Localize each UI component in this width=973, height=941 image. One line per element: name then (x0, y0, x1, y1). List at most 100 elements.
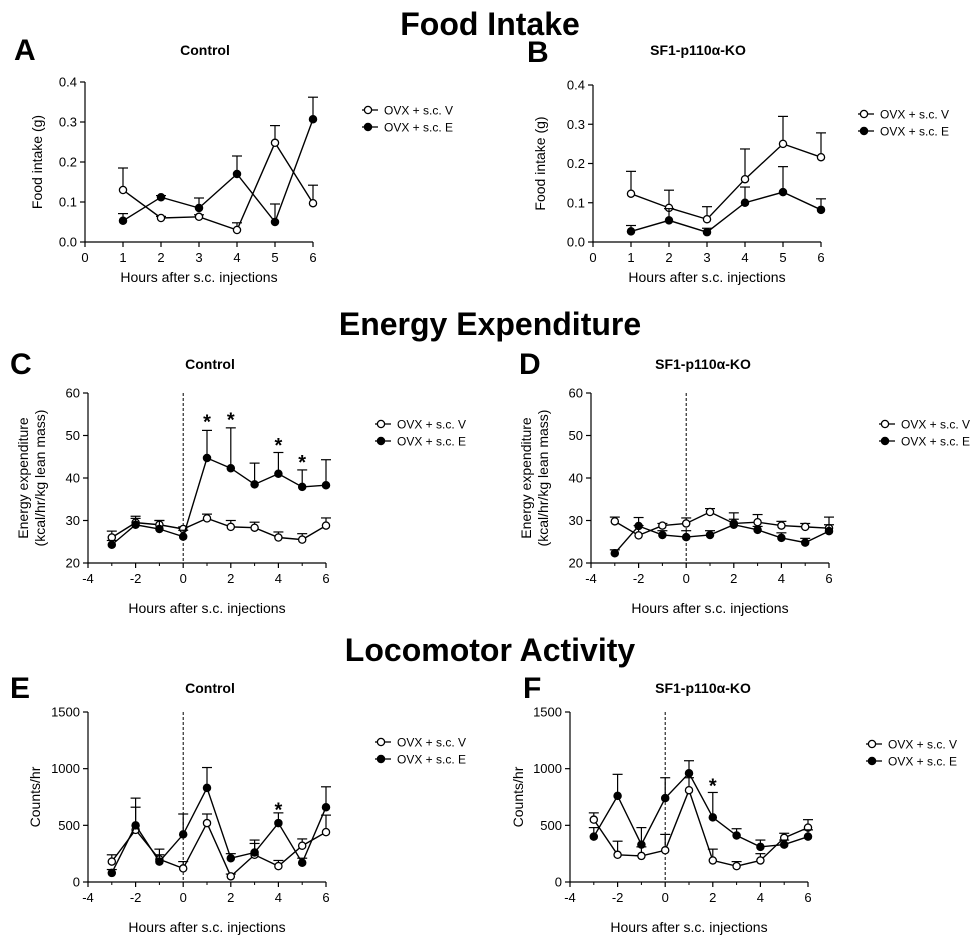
x-tick-label: 2 (730, 571, 737, 586)
y-tick-label: 20 (66, 556, 80, 571)
y-axis-label: Food intake (g) (29, 115, 45, 209)
data-point (308, 114, 318, 124)
energy-expenditure-knockout-chart: 20 30 40 50 60 -4 -2 0 2 4 6 Hours after s.c. injec… (518, 386, 970, 617)
panel-title: SF1-p110α-KO (650, 42, 746, 58)
data-point (274, 533, 283, 542)
data-point (178, 532, 188, 541)
y-tick-label: 500 (58, 818, 80, 833)
data-point (156, 192, 166, 202)
y-tick-label: 0.1 (567, 195, 585, 210)
data-point (274, 861, 283, 871)
legend-label: OVX + s.c. E (901, 435, 970, 449)
locomotor-activity-knockout-chart: 0 500 1000 1500 -4 -2 0 2 4 6 Hours after s.c. inj… (510, 705, 957, 936)
data-point (800, 538, 810, 547)
x-tick-label: -2 (130, 571, 142, 586)
data-point (321, 521, 331, 530)
y-axis-label: Counts/hr (27, 766, 43, 827)
significance-star: * (227, 410, 235, 432)
y-tick-label: 0.2 (59, 155, 77, 170)
data-point (610, 517, 620, 526)
x-tick-label: 6 (309, 250, 316, 265)
legend-label: OVX + s.c. E (384, 121, 453, 135)
legend-marker (880, 436, 890, 446)
y-tick-label: 1000 (51, 761, 80, 776)
y-axis-label: Counts/hr (510, 766, 526, 827)
data-point (705, 507, 715, 517)
legend-label: OVX + s.c. E (880, 125, 949, 139)
energy-expenditure-control-chart: 20 30 40 50 60 -4 -2 0 2 4 6 Hours after s.c. injec… (15, 386, 466, 617)
data-point (178, 864, 188, 873)
legend-label: OVX + s.c. V (888, 738, 957, 752)
data-point (194, 212, 204, 222)
data-point (107, 857, 117, 866)
x-tick-label: 2 (227, 571, 234, 586)
series-line (111, 517, 327, 541)
data-point (816, 205, 826, 215)
series-line (614, 524, 830, 554)
food-intake-knockout-chart: 0.0 0.1 0.2 0.3 0.4 0 1 2 3 4 5 6 Hours after s.c. i… (532, 78, 949, 286)
data-point (202, 818, 212, 828)
data-point (634, 521, 643, 531)
legend-marker (363, 105, 373, 115)
data-point (637, 840, 646, 849)
series-estradiol (626, 166, 826, 237)
panel-title: SF1-p110α-KO (655, 680, 751, 696)
data-point (777, 521, 786, 530)
data-point (660, 846, 670, 855)
panel-e: E Control 0 500 1000 1500 -4 -2 0 2 4 6 Hours afte… (0, 670, 480, 936)
data-point (297, 535, 307, 544)
data-point (202, 453, 212, 463)
data-point (194, 203, 204, 213)
y-tick-label: 500 (540, 818, 562, 833)
data-point (708, 856, 718, 865)
y-tick-label: 60 (569, 386, 583, 401)
food-intake-control-chart: 0.0 0.1 0.2 0.3 0.4 0 1 2 3 4 5 6 Hours after s.c. i… (29, 75, 453, 286)
legend-label: OVX + s.c. V (397, 418, 466, 432)
x-tick-label: -4 (82, 571, 94, 586)
x-tick-label: 3 (195, 250, 202, 265)
x-tick-label: 2 (157, 250, 164, 265)
panel-letter: B (527, 36, 549, 69)
x-tick-label: -2 (612, 890, 624, 905)
x-tick-label: 0 (683, 571, 690, 586)
data-point (729, 520, 739, 529)
data-point (613, 850, 622, 860)
data-point (250, 523, 259, 532)
x-tick-label: 6 (322, 571, 329, 586)
y-tick-label: 0 (555, 875, 562, 890)
data-point (321, 802, 331, 812)
series-vehicle (588, 777, 813, 871)
panel-title: Control (185, 680, 235, 696)
data-point (202, 783, 212, 793)
series-line (614, 511, 830, 537)
axes: 0 500 1000 1500 -4 -2 0 2 4 6 Hours after s.c. inj… (510, 705, 812, 936)
axes: 0.0 0.1 0.2 0.3 0.4 0 1 2 3 4 5 6 Hours after s.c. i… (532, 78, 825, 286)
y-tick-label: 60 (66, 386, 80, 401)
x-tick-label: 3 (703, 250, 710, 265)
legend: OVX + s.c. V OVX + s.c. E (858, 108, 949, 139)
legend-marker (880, 419, 890, 429)
x-tick-label: -4 (564, 890, 576, 905)
x-axis-label: Hours after s.c. injections (128, 600, 285, 616)
data-point (778, 187, 788, 197)
series-line (630, 191, 822, 233)
significance-star: * (275, 435, 283, 457)
x-tick-label: 0 (180, 890, 187, 905)
significance-star: * (709, 776, 717, 798)
x-tick-label: -2 (130, 890, 142, 905)
data-point (156, 213, 166, 223)
y-axis-label: Energy expenditure (518, 417, 534, 539)
panel-letter: E (10, 672, 31, 705)
data-point (732, 831, 741, 840)
y-tick-label: 1500 (51, 705, 80, 720)
data-point (610, 548, 620, 558)
data-point (740, 198, 750, 207)
x-tick-label: 2 (227, 890, 234, 905)
data-point (756, 842, 765, 852)
data-point (107, 540, 117, 549)
y-tick-label: 40 (66, 471, 80, 486)
series-vehicle (118, 124, 318, 235)
data-point (270, 138, 280, 148)
data-point (705, 530, 715, 540)
data-point (250, 480, 259, 489)
